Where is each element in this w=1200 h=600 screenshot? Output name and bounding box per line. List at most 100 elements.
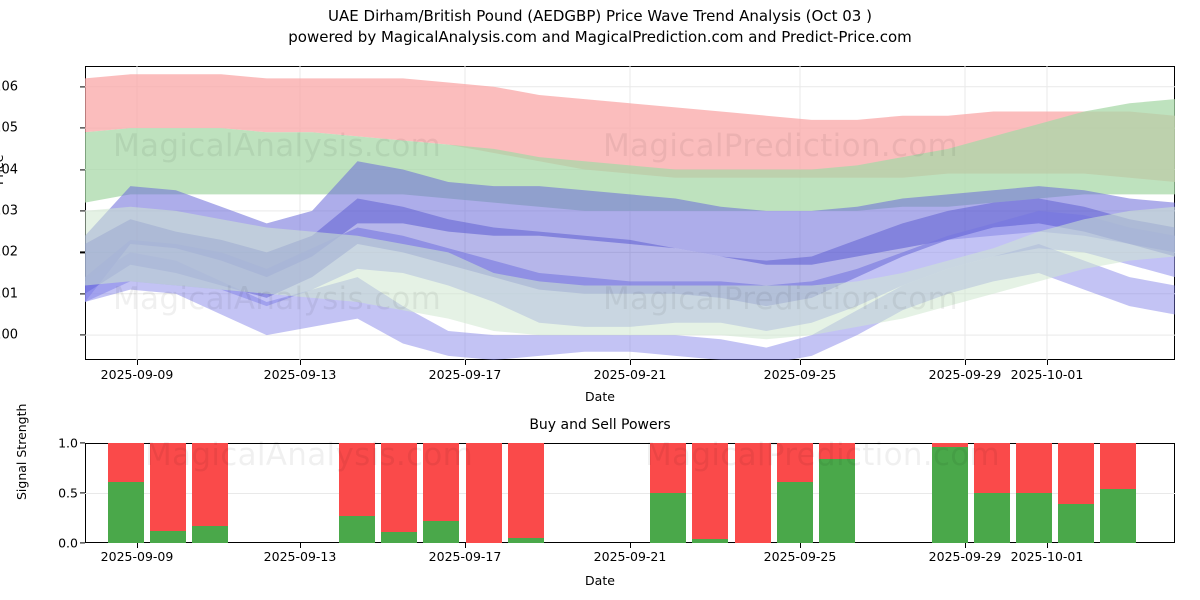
- signal-bar: [692, 443, 728, 543]
- price-x-tick-label: 2025-09-29: [928, 367, 1002, 382]
- bars-y-tick-label: 0.5: [58, 485, 78, 501]
- bars-y-tick-mark: [80, 542, 85, 544]
- bars-x-tick-label: 2025-09-13: [263, 549, 337, 564]
- price-y-tick-label: 0.205: [0, 120, 18, 136]
- price-x-tick-label: 2025-09-21: [593, 367, 667, 382]
- signal-bar: [932, 443, 968, 543]
- sell-power-segment: [1016, 443, 1052, 493]
- price-y-tick-label: 0.203: [0, 203, 18, 219]
- signal-bar: [108, 443, 144, 543]
- price-y-tick-mark: [80, 86, 85, 88]
- price-x-axis-label: Date: [585, 389, 615, 404]
- price-x-tick-mark: [800, 360, 802, 365]
- buy-power-segment: [381, 532, 417, 543]
- sell-power-segment: [381, 443, 417, 532]
- title-line-2: powered by MagicalAnalysis.com and Magic…: [288, 28, 912, 46]
- buy-power-segment: [423, 521, 459, 543]
- sell-power-segment: [932, 443, 968, 447]
- buy-power-segment: [650, 493, 686, 543]
- signal-bar: [508, 443, 544, 543]
- price-y-tick-mark: [80, 334, 85, 336]
- signal-bar: [192, 443, 228, 543]
- price-x-tick-label: 2025-09-09: [100, 367, 174, 382]
- buy-power-segment: [1016, 493, 1052, 543]
- signal-bar: [381, 443, 417, 543]
- buy-power-segment: [974, 493, 1010, 543]
- price-x-tick-mark: [465, 360, 467, 365]
- sell-power-segment: [508, 443, 544, 538]
- buy-power-segment: [932, 447, 968, 543]
- price-y-tick-label: 0.202: [0, 244, 18, 260]
- price-y-tick-label: 0.200: [0, 327, 18, 343]
- price-y-tick-mark: [80, 293, 85, 295]
- signal-bar: [735, 443, 771, 543]
- signal-bar: [423, 443, 459, 543]
- bars-x-tick-mark: [137, 543, 139, 548]
- buy-power-segment: [692, 539, 728, 543]
- buy-power-segment: [777, 482, 813, 543]
- price-y-tick-mark: [80, 168, 85, 171]
- price-band-group: [85, 74, 1175, 360]
- signal-bar: [974, 443, 1010, 543]
- bars-x-tick-mark: [800, 543, 802, 548]
- bars-y-tick-label: 1.0: [58, 435, 78, 451]
- buy-power-segment: [819, 459, 855, 543]
- bars-y-tick-mark: [80, 492, 85, 494]
- signal-bar: [1016, 443, 1052, 543]
- sell-power-segment: [192, 443, 228, 526]
- bars-x-tick-label: 2025-09-17: [428, 549, 502, 564]
- price-x-tick-mark: [630, 360, 632, 365]
- signal-bar: [777, 443, 813, 543]
- price-y-tick-mark: [80, 127, 85, 129]
- price-x-tick-label: 2025-09-25: [763, 367, 837, 382]
- bars-x-tick-mark: [300, 543, 302, 548]
- bars-y-tick-mark: [80, 442, 85, 444]
- price-wave-svg: [85, 66, 1175, 360]
- sell-power-segment: [466, 443, 502, 543]
- bars-x-axis-label: Date: [585, 573, 615, 588]
- bars-x-tick-label: 2025-09-21: [593, 549, 667, 564]
- price-y-tick-mark: [80, 251, 85, 253]
- signal-bar: [1100, 443, 1136, 543]
- bars-gridline-h: [85, 493, 1175, 494]
- bars-x-tick-mark: [965, 543, 967, 548]
- page-title: UAE Dirham/British Pound (AEDGBP) Price …: [0, 6, 1200, 48]
- price-y-tick-mark: [80, 210, 85, 212]
- buy-power-segment: [108, 482, 144, 543]
- sell-power-segment: [339, 443, 375, 516]
- signal-bar: [339, 443, 375, 543]
- price-y-tick-label: 0.204: [0, 162, 18, 178]
- bars-x-tick-label: 2025-09-09: [100, 549, 174, 564]
- sell-power-segment: [1058, 443, 1094, 504]
- buy-power-segment: [192, 526, 228, 543]
- buy-sell-powers-chart: MagicalAnalysis.com MagicalPrediction.co…: [85, 437, 1175, 543]
- buy-power-segment: [150, 531, 186, 543]
- signal-bar: [150, 443, 186, 543]
- bars-x-tick-mark: [465, 543, 467, 548]
- price-band-wave-blue-deep: [85, 198, 1175, 307]
- buy-power-segment: [508, 538, 544, 543]
- price-x-tick-label: 2025-09-13: [263, 367, 337, 382]
- price-y-tick-label: 0.206: [0, 79, 18, 95]
- bars-chart-title: Buy and Sell Powers: [529, 417, 671, 433]
- bars-x-tick-label: 2025-10-01: [1010, 549, 1084, 564]
- sell-power-segment: [777, 443, 813, 482]
- price-band-upper-resistance-red: [85, 74, 1175, 182]
- bars-x-tick-mark: [1047, 543, 1049, 548]
- signal-bar: [819, 443, 855, 543]
- price-x-tick-mark: [1047, 360, 1049, 365]
- buy-power-segment: [1058, 504, 1094, 543]
- sell-power-segment: [423, 443, 459, 521]
- sell-power-segment: [819, 443, 855, 459]
- bars-x-tick-mark: [630, 543, 632, 548]
- price-x-tick-label: 2025-09-17: [428, 367, 502, 382]
- signal-bar: [650, 443, 686, 543]
- price-x-tick-label: 2025-10-01: [1010, 367, 1084, 382]
- buy-power-segment: [1100, 489, 1136, 543]
- price-y-tick-label: 0.201: [0, 286, 18, 302]
- bars-x-tick-label: 2025-09-25: [763, 549, 837, 564]
- sell-power-segment: [692, 443, 728, 539]
- price-band-wave-blue-primary: [85, 161, 1175, 303]
- price-x-tick-mark: [137, 360, 139, 365]
